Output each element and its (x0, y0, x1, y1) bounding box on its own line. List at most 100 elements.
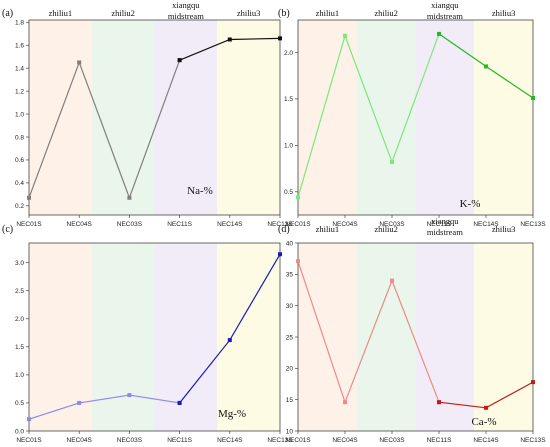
y-tick-label: 0.5 (15, 400, 24, 407)
panel-label: (b) (278, 8, 290, 19)
region-band (356, 20, 416, 215)
x-tick-label: NEC04S (67, 437, 93, 444)
region-band (415, 20, 475, 215)
region-label: zhiliu1 (49, 8, 73, 18)
region-band (415, 243, 475, 431)
region-label: midstream (168, 11, 204, 21)
data-point (531, 96, 535, 100)
data-point (77, 400, 82, 405)
x-tick-label: NEC13S (520, 221, 546, 228)
y-tick-label: 40 (286, 240, 294, 247)
region-band (474, 243, 533, 431)
plot-frame (28, 19, 281, 216)
x-tick-label: NEC03S (379, 437, 405, 444)
x-tick-label: NEC11S (427, 221, 452, 228)
y-tick-label: 1.5 (284, 96, 293, 103)
series-line (297, 33, 440, 198)
data-point (278, 252, 282, 257)
data-point (343, 33, 347, 38)
data-point (127, 195, 132, 200)
data-point (278, 36, 282, 41)
data-point (27, 417, 31, 422)
element-annotation: Na-% (187, 185, 213, 197)
panel-label: (d) (278, 224, 290, 235)
region-band (91, 243, 155, 431)
region-label: zhiliu2 (374, 224, 398, 234)
y-tick-label: 30 (286, 303, 294, 310)
y-tick-label: 35 (286, 272, 294, 279)
y-tick-label: 0.5 (284, 189, 293, 196)
y-tick-label: 1.8 (15, 20, 24, 27)
y-tick-label: 1.5 (15, 344, 24, 351)
y-tick-label: 0.6 (15, 157, 24, 164)
x-tick-label: NEC11S (167, 221, 192, 228)
region-band (217, 20, 280, 215)
region-label: zhiliu1 (316, 8, 340, 18)
data-point (127, 393, 132, 398)
data-point (531, 380, 535, 385)
element-annotation: Mg-% (218, 408, 246, 420)
data-point (227, 37, 232, 42)
y-tick-label: 1.0 (284, 143, 293, 150)
data-point (27, 195, 31, 200)
data-point (77, 60, 82, 65)
data-point (390, 160, 394, 165)
panel-ca: 10 15 20 25 30 35 40 NEC01S NEC04S NEC03S NEC11S NE… (278, 216, 546, 444)
region-band (154, 20, 218, 215)
data-point (390, 278, 394, 283)
y-tick-label: 0.8 (15, 134, 24, 141)
region-label: zhiliu3 (237, 8, 261, 18)
element-annotation: K-% (460, 198, 481, 210)
x-tick-label: NEC03S (117, 221, 143, 228)
x-tick-label: NEC03S (117, 437, 143, 444)
region-band (217, 243, 280, 431)
data-point (437, 31, 441, 36)
region-label: midstream (427, 11, 463, 21)
x-tick-label: NEC13S (520, 437, 546, 444)
x-tick-label: NEC13S (267, 221, 293, 228)
data-point (484, 405, 488, 410)
y-tick-label: 0.4 (15, 180, 24, 187)
region-band (298, 243, 357, 431)
x-tick-label: NEC14S (473, 437, 499, 444)
y-tick-label: 1.2 (15, 88, 24, 95)
data-point (296, 259, 300, 264)
data-point (177, 400, 182, 405)
y-tick-label: 1.4 (15, 65, 24, 72)
x-tick-label: NEC13S (267, 437, 293, 444)
x-tick-label: NEC01S (285, 221, 311, 228)
x-tick-label: NEC04S (67, 221, 93, 228)
y-tick-label: 10 (286, 428, 294, 435)
region-label: zhiliu2 (111, 8, 135, 18)
y-tick-label: 1.0 (15, 372, 24, 379)
panel-k: 0.5 1.0 1.5 2.0 NEC01S NEC04S NEC03S NEC11S NEC1… (278, 0, 546, 228)
region-band (91, 20, 155, 215)
region-label: xiangqu (431, 216, 459, 226)
region-label: xiangqu (172, 0, 200, 10)
x-tick-label: NEC11S (167, 437, 192, 444)
region-label: zhiliu2 (374, 8, 398, 18)
series-line (28, 394, 180, 420)
data-point (227, 338, 232, 343)
y-tick-label: 2.0 (284, 50, 293, 57)
x-tick-label: NEC01S (16, 437, 42, 444)
region-band (29, 243, 92, 431)
region-label: zhiliu3 (492, 224, 516, 234)
data-point (437, 400, 441, 405)
y-tick-label: 2.5 (15, 288, 24, 295)
y-tick-label: 1.0 (15, 111, 24, 118)
data-point (484, 64, 488, 69)
region-band (298, 20, 357, 215)
x-tick-label: NEC04S (332, 221, 358, 228)
region-label: xiangqu (431, 0, 459, 10)
y-tick-label: 15 (286, 397, 294, 404)
y-tick-label: 1.6 (15, 43, 24, 50)
element-annotation: Ca-% (471, 416, 496, 428)
panel-label: (c) (2, 224, 13, 235)
y-tick-label: 2.0 (15, 316, 24, 323)
x-tick-label: NEC14S (217, 221, 243, 228)
x-tick-label: NEC03S (379, 221, 405, 228)
x-tick-label: NEC14S (473, 221, 499, 228)
data-point (296, 195, 300, 200)
